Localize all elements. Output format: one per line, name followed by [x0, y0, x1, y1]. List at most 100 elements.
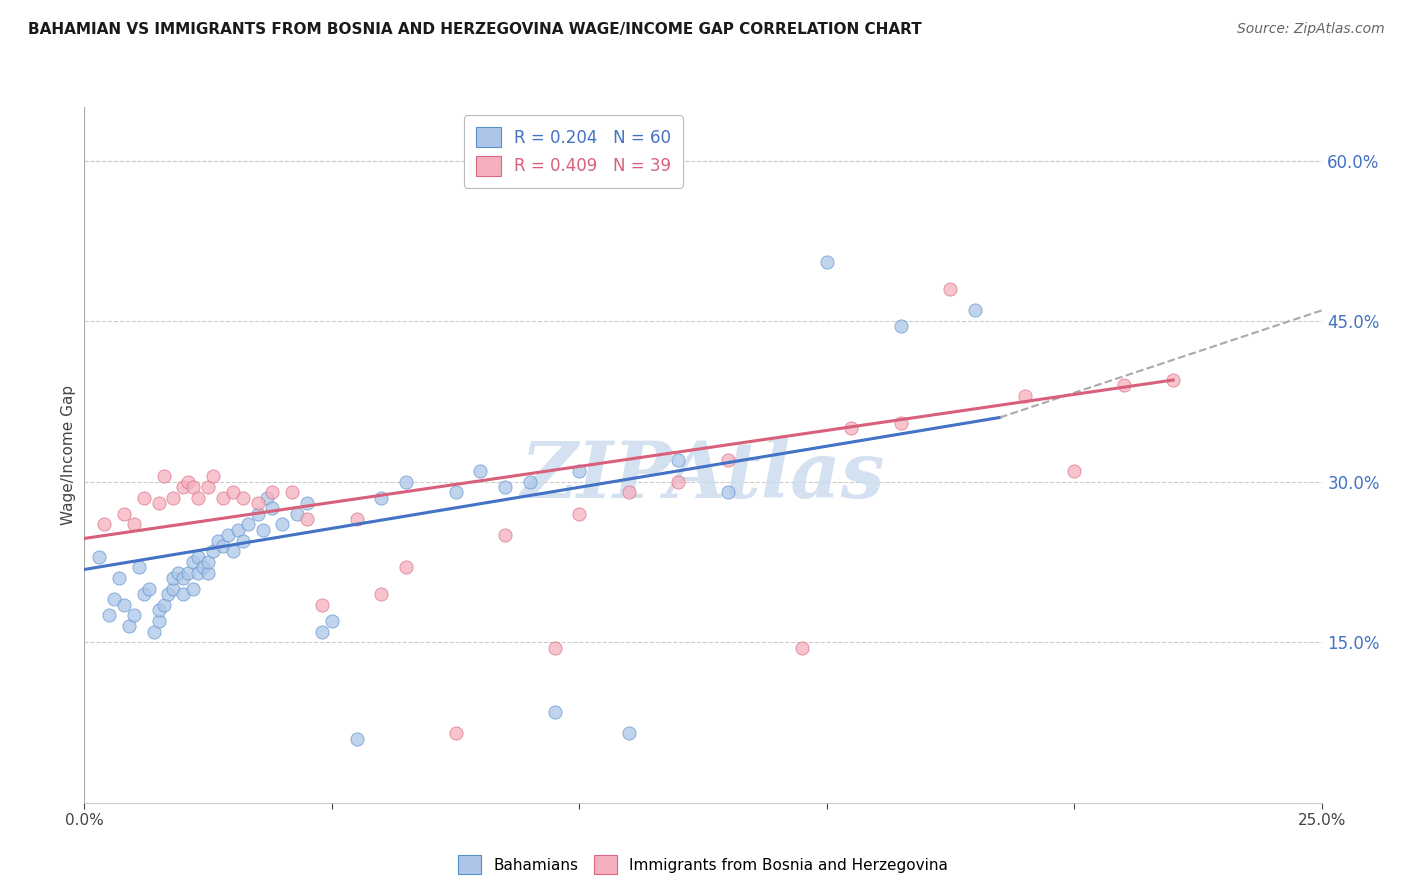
Point: [217, 528, 239, 542]
Point: [346, 512, 368, 526]
Point: [321, 614, 343, 628]
Point: [666, 475, 689, 489]
Point: [122, 517, 145, 532]
Point: [148, 614, 170, 628]
Point: [232, 533, 254, 548]
Point: [222, 544, 245, 558]
Point: [1063, 464, 1085, 478]
Point: [202, 469, 225, 483]
Point: [118, 619, 141, 633]
Point: [167, 566, 190, 580]
Point: [790, 640, 813, 655]
Point: [212, 539, 235, 553]
Point: [717, 453, 740, 467]
Point: [262, 501, 284, 516]
Point: [93, 517, 115, 532]
Point: [103, 592, 125, 607]
Text: ZIPAtlas: ZIPAtlas: [520, 438, 886, 514]
Point: [112, 507, 135, 521]
Point: [89, 549, 111, 564]
Point: [717, 485, 740, 500]
Point: [112, 598, 135, 612]
Point: [1161, 373, 1184, 387]
Point: [152, 598, 174, 612]
Point: [197, 566, 219, 580]
Point: [370, 491, 392, 505]
Y-axis label: Wage/Income Gap: Wage/Income Gap: [60, 384, 76, 525]
Point: [148, 496, 170, 510]
Point: [256, 491, 278, 505]
Point: [470, 464, 492, 478]
Point: [890, 319, 912, 334]
Point: [122, 608, 145, 623]
Point: [444, 485, 467, 500]
Point: [295, 512, 318, 526]
Point: [519, 475, 541, 489]
Point: [162, 491, 184, 505]
Point: [148, 603, 170, 617]
Point: [152, 469, 174, 483]
Point: [252, 523, 274, 537]
Legend: Bahamians, Immigrants from Bosnia and Herzegovina: Bahamians, Immigrants from Bosnia and He…: [453, 849, 953, 880]
Point: [172, 571, 194, 585]
Point: [187, 566, 209, 580]
Point: [226, 523, 249, 537]
Point: [815, 255, 838, 269]
Point: [181, 555, 204, 569]
Point: [395, 475, 418, 489]
Point: [246, 496, 269, 510]
Text: BAHAMIAN VS IMMIGRANTS FROM BOSNIA AND HERZEGOVINA WAGE/INCOME GAP CORRELATION C: BAHAMIAN VS IMMIGRANTS FROM BOSNIA AND H…: [28, 22, 922, 37]
Point: [181, 480, 204, 494]
Point: [444, 726, 467, 740]
Point: [617, 726, 640, 740]
Point: [191, 560, 214, 574]
Point: [177, 475, 200, 489]
Point: [271, 517, 294, 532]
Point: [98, 608, 121, 623]
Legend: R = 0.204   N = 60, R = 0.409   N = 39: R = 0.204 N = 60, R = 0.409 N = 39: [464, 115, 682, 187]
Point: [202, 544, 225, 558]
Point: [232, 491, 254, 505]
Point: [494, 528, 516, 542]
Point: [132, 587, 155, 601]
Point: [370, 587, 392, 601]
Point: [157, 587, 180, 601]
Point: [172, 480, 194, 494]
Point: [197, 480, 219, 494]
Point: [181, 582, 204, 596]
Point: [246, 507, 269, 521]
Point: [568, 464, 591, 478]
Point: [212, 491, 235, 505]
Point: [890, 416, 912, 430]
Point: [162, 582, 184, 596]
Point: [132, 491, 155, 505]
Point: [172, 587, 194, 601]
Point: [311, 598, 333, 612]
Text: Source: ZipAtlas.com: Source: ZipAtlas.com: [1237, 22, 1385, 37]
Point: [207, 533, 229, 548]
Point: [128, 560, 150, 574]
Point: [395, 560, 418, 574]
Point: [939, 282, 962, 296]
Point: [108, 571, 131, 585]
Point: [346, 731, 368, 746]
Point: [187, 491, 209, 505]
Point: [177, 566, 200, 580]
Point: [311, 624, 333, 639]
Point: [666, 453, 689, 467]
Point: [543, 640, 565, 655]
Point: [162, 571, 184, 585]
Point: [236, 517, 259, 532]
Point: [285, 507, 308, 521]
Point: [494, 480, 516, 494]
Point: [1014, 389, 1036, 403]
Point: [281, 485, 304, 500]
Point: [543, 705, 565, 719]
Point: [1112, 378, 1135, 392]
Point: [222, 485, 245, 500]
Point: [841, 421, 863, 435]
Point: [142, 624, 165, 639]
Point: [197, 555, 219, 569]
Point: [138, 582, 160, 596]
Point: [295, 496, 318, 510]
